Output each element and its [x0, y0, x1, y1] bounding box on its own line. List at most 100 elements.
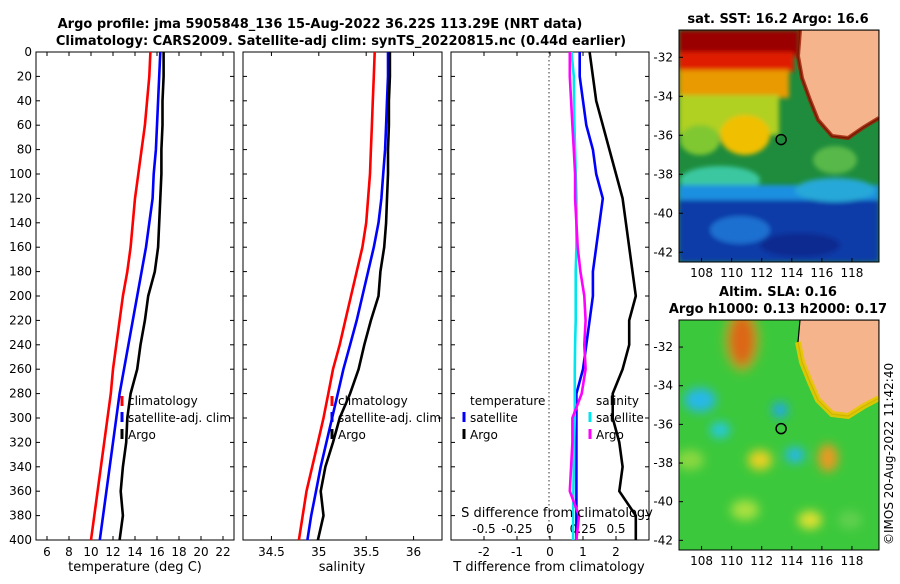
figure-title-line1: Argo profile: jma 5905848_136 15-Aug-202… — [58, 17, 583, 32]
difference-panel: -2 -1 0 1 2 -0.5 -0.25 0 0.25 0.5 S difference f… — [450, 51, 653, 575]
temperature-xlabel: temperature (deg C) — [68, 560, 202, 575]
map-y-tick-label: -36 — [653, 128, 673, 142]
sla-map-panel: Altim. SLA: 0.16 Argo h1000: 0.13 h2000:… — [653, 285, 887, 568]
y-tick-label: 280 — [9, 387, 32, 401]
legend-argo-label: Argo — [128, 428, 156, 442]
s-tick-label: -0.5 — [472, 522, 495, 536]
y-tick-label: 100 — [9, 167, 32, 181]
map-y-tick-label: -38 — [653, 456, 673, 470]
map-x-tick-label: 108 — [690, 554, 713, 568]
figure-title-line2: Climatology: CARS2009. Satellite-adj cli… — [56, 34, 626, 49]
credit-text: ©IMOS 20-Aug-2022 11:42:40 — [882, 363, 896, 545]
y-tick-label: 80 — [17, 143, 32, 157]
difference-axes-frame — [450, 51, 650, 541]
legend-s-argo-label: Argo — [596, 428, 624, 442]
y-tick-label: 200 — [9, 289, 32, 303]
legend-satellite-label: satellite-adj. clim — [128, 411, 231, 425]
map-x-tick-label: 112 — [750, 266, 773, 280]
map-y-tick-label: -32 — [653, 50, 673, 64]
series-line-argo — [316, 52, 392, 541]
salinity-panel: 34.5 35 35.5 36 salinity climatology satell… — [242, 51, 443, 575]
y-tick-label: 120 — [9, 191, 32, 205]
x-tick-label: 14 — [127, 545, 142, 559]
sla-heatmap — [679, 320, 879, 550]
x-tick-label: 35.5 — [353, 545, 380, 559]
map-y-tick-label: -32 — [653, 340, 673, 354]
series-line-s-argo-diff — [568, 52, 587, 541]
x-tick-label: 12 — [105, 545, 120, 559]
map-x-tick-label: 108 — [690, 266, 713, 280]
legend-climatology-label: climatology — [338, 394, 408, 408]
map-x-tick-label: 118 — [840, 554, 863, 568]
sla-map-title-line1: Altim. SLA: 0.16 — [719, 285, 837, 300]
map-y-tick-label: -42 — [653, 245, 673, 259]
y-tick-label: 140 — [9, 216, 32, 230]
x-tick-label: 36 — [406, 545, 421, 559]
temperature-legend: climatology satellite-adj. clim Argo — [120, 394, 231, 442]
difference-legend-temperature: temperature satellite Argo — [462, 394, 545, 442]
s-tick-label: 0.5 — [606, 522, 625, 536]
map-y-tick-label: -40 — [653, 495, 673, 509]
salinity-legend: climatology satellite-adj. clim Argo — [330, 394, 441, 442]
y-tick-label: 240 — [9, 338, 32, 352]
map-x-tick-label: 114 — [780, 554, 803, 568]
y-tick-label: 20 — [17, 69, 32, 83]
argo-position-marker — [775, 133, 787, 146]
legend-t-argo-label: Argo — [470, 428, 498, 442]
y-tick-label: 260 — [9, 362, 32, 376]
legend-argo-label: Argo — [338, 428, 366, 442]
y-tick-label: 400 — [9, 533, 32, 547]
salinity-xlabel: salinity — [319, 560, 366, 575]
t-difference-xlabel: T difference from climatology — [452, 560, 645, 575]
sst-map-panel: sat. SST: 16.2 Argo: 16.6 — [653, 12, 880, 280]
x-tick-label: 22 — [215, 545, 230, 559]
y-tick-label: 40 — [17, 94, 32, 108]
x-tick-label: 16 — [149, 545, 164, 559]
x-tick-label: -2 — [478, 545, 490, 559]
series-line-t-argo — [588, 51, 638, 540]
legend-climatology-label: climatology — [128, 394, 198, 408]
x-tick-label: 20 — [193, 545, 208, 559]
series-line-climatology — [297, 51, 376, 541]
legend-satellite-label: satellite-adj. clim — [338, 411, 441, 425]
s-tick-label: -0.25 — [501, 522, 532, 536]
map-y-tick-label: -38 — [653, 167, 673, 181]
map-x-tick-label: 110 — [720, 554, 743, 568]
temperature-panel: 0 20 40 60 80 100 120 140 160 180 200 220 240 260 280 3… — [9, 45, 235, 575]
y-tick-label: 180 — [9, 265, 32, 279]
s-difference-label: S difference from climatology — [461, 506, 653, 521]
map-y-tick-label: -34 — [653, 379, 673, 393]
y-tick-label: 360 — [9, 484, 32, 498]
x-tick-label: 8 — [65, 545, 73, 559]
legend-salinity-heading: salinity — [596, 394, 639, 408]
y-tick-label: 60 — [17, 118, 32, 132]
series-line-argo — [118, 52, 165, 541]
map-y-tick-label: -36 — [653, 417, 673, 431]
y-tick-label: 160 — [9, 240, 32, 254]
legend-s-satellite-label: satellite — [596, 411, 644, 425]
salinity-axes-frame — [242, 51, 443, 541]
y-tick-label: 380 — [9, 509, 32, 523]
series-line-t-satellite — [575, 52, 605, 540]
difference-legend-salinity: salinity satellite Argo — [588, 394, 644, 442]
y-tick-label: 340 — [9, 460, 32, 474]
argo-position-marker — [775, 422, 787, 435]
temperature-axes-frame — [35, 51, 235, 541]
y-tick-label: 220 — [9, 313, 32, 327]
sla-map-title-line2: Argo h1000: 0.13 h2000: 0.17 — [669, 302, 887, 317]
x-tick-label: 1 — [579, 545, 587, 559]
sla-axes-frame — [678, 319, 880, 551]
x-tick-label: 2 — [612, 545, 620, 559]
x-tick-label: 6 — [43, 545, 51, 559]
x-tick-label: 0 — [546, 545, 554, 559]
map-y-tick-label: -42 — [653, 533, 673, 547]
x-tick-label: 10 — [83, 545, 98, 559]
series-line-satellite-adj-clim — [98, 51, 162, 541]
x-tick-label: 34.5 — [258, 545, 285, 559]
y-tick-label: 0 — [24, 45, 32, 59]
series-line-climatology — [89, 51, 152, 541]
series-line-t-satellite-diff — [570, 51, 578, 540]
legend-temperature-heading: temperature — [470, 394, 545, 408]
map-x-tick-label: 110 — [720, 266, 743, 280]
